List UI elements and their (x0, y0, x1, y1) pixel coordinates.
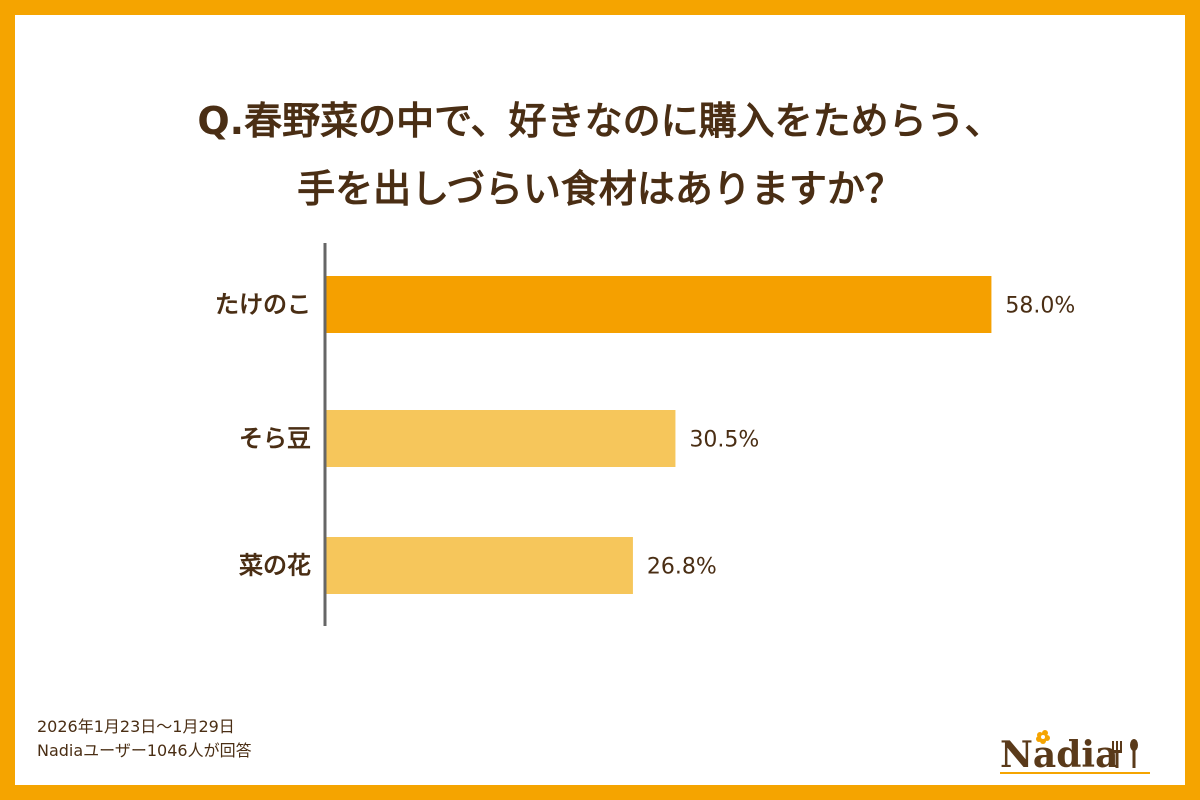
category-label-0: たけのこ (215, 291, 311, 319)
logo-underline (1000, 772, 1150, 774)
nadia-logo: Nadia (1000, 730, 1150, 776)
survey-info: 2026年1月23日〜1月29日 Nadiaユーザー1046人が回答 (37, 715, 252, 763)
flower-icon (1036, 730, 1050, 744)
chart-card: Q.春野菜の中で、好きなのに購入をためらう、 手を出しづらい食材はありますか？ … (15, 15, 1185, 785)
survey-respondents: Nadiaユーザー1046人が回答 (37, 741, 252, 760)
spoon-icon (1130, 739, 1138, 768)
category-label-1: そら豆 (239, 425, 311, 453)
fork-icon (1112, 741, 1122, 768)
chart-title-line-2: 手を出しづらい食材はありますか？ (297, 167, 903, 211)
logo-text: Nadia (1000, 734, 1118, 776)
chart-title-line-1: Q.春野菜の中で、好きなのに購入をためらう、 (197, 99, 1003, 143)
survey-period: 2026年1月23日〜1月29日 (37, 717, 235, 736)
category-label-2: 菜の花 (238, 552, 311, 580)
value-label-1: 30.5% (689, 428, 759, 453)
bar-2 (325, 537, 633, 594)
value-label-2: 26.8% (647, 555, 717, 580)
bar-0 (325, 276, 992, 333)
chart-title: Q.春野菜の中で、好きなのに購入をためらう、 手を出しづらい食材はありますか？ (15, 87, 1185, 223)
bar-1 (325, 410, 676, 467)
value-label-0: 58.0% (1005, 294, 1075, 319)
bar-chart: たけのこ 58.0% そら豆 30.5% 菜の花 26.8% (215, 243, 1075, 626)
